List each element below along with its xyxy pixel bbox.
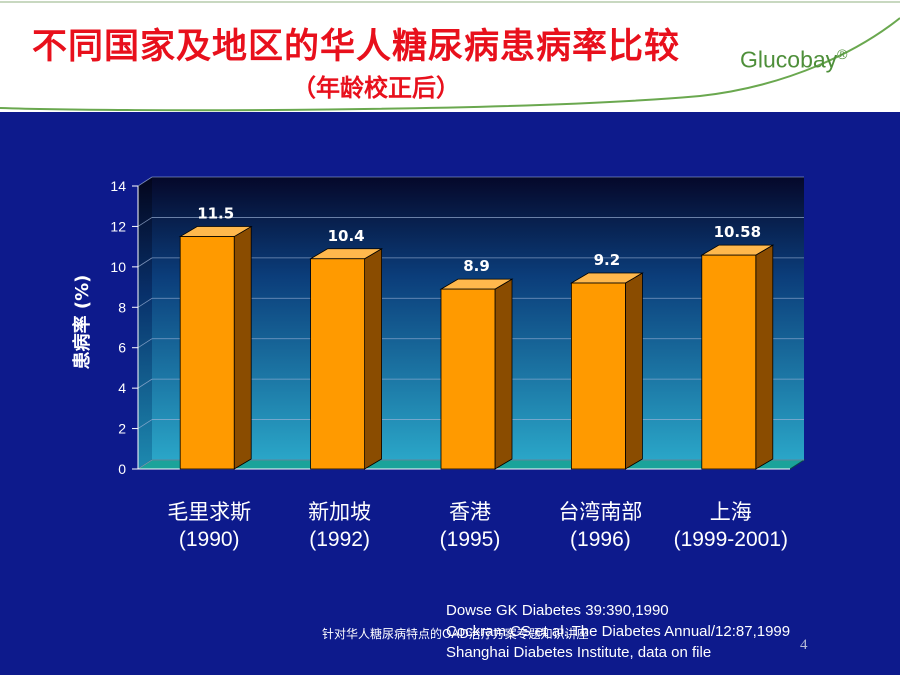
y-tick-label: 10 <box>110 259 126 275</box>
y-tick-label: 14 <box>110 178 126 194</box>
x-axis-categories: 毛里求斯 (1990) 新加坡 (1992) 香港 (1995) 台湾南部 (1996) 上海 (… <box>167 500 788 551</box>
gridline-side <box>137 297 153 308</box>
category-label: 毛里求斯 <box>167 500 251 524</box>
category-year: (1995) <box>440 528 501 551</box>
data-label: 10.58 <box>714 223 761 241</box>
bar-front <box>701 254 757 470</box>
bar-side <box>364 248 383 470</box>
gridline-side <box>137 217 153 227</box>
data-label: 10.4 <box>328 227 365 245</box>
gridline-side <box>137 257 153 268</box>
bar-front <box>310 258 366 470</box>
y-tick-label: 4 <box>118 380 126 396</box>
brand-logo: Glucobay® <box>740 46 848 74</box>
y-tick-label: 2 <box>118 421 126 437</box>
gridline-side <box>137 338 153 349</box>
bar-side <box>625 272 643 470</box>
bar-front <box>571 282 626 470</box>
category-year: (1999-2001) <box>674 528 788 551</box>
bar-side <box>494 278 513 470</box>
bar <box>439 278 514 470</box>
reference-line: Dowse GK Diabetes 39:390,1990 <box>446 602 669 619</box>
gridline-side <box>137 459 153 470</box>
brand-name: Glucobay <box>740 46 838 73</box>
y-tick-label: 12 <box>110 218 126 234</box>
reference-line: Shanghai Diabetes Institute, data on fil… <box>446 644 712 661</box>
bar-front <box>179 236 235 470</box>
bar <box>700 244 775 470</box>
data-labels: 11.5 10.4 8.9 9.2 10.58 <box>197 205 761 276</box>
bar <box>178 225 253 470</box>
category-label: 台湾南部 <box>558 500 642 524</box>
page-number: 4 <box>800 637 808 653</box>
data-label: 9.2 <box>594 251 621 269</box>
bar-side <box>233 225 252 470</box>
category-year: (1996) <box>570 528 631 551</box>
bar-front <box>440 288 496 470</box>
data-label: 8.9 <box>463 257 490 275</box>
slide-subtitle: （年龄校正后） <box>292 74 460 102</box>
gridline-side <box>137 419 153 429</box>
registered-mark: ® <box>837 46 848 62</box>
bar <box>569 272 644 470</box>
y-tick-label: 8 <box>118 299 126 315</box>
bar-side <box>755 244 774 470</box>
category-label: 新加坡 <box>308 500 371 524</box>
category-label: 上海 <box>710 500 752 524</box>
y-axis-label: 患病率 (%) <box>71 275 93 370</box>
y-tick-label: 0 <box>118 461 126 477</box>
category-year: (1992) <box>309 528 370 551</box>
slide-title: 不同国家及地区的华人糖尿病患病率比较 <box>32 27 681 67</box>
side-wall <box>138 177 152 469</box>
reference-line: Cockram CS et al. The Diabetes Annual/12… <box>446 623 791 640</box>
category-year: (1990) <box>179 528 240 551</box>
references: Dowse GK Diabetes 39:390,1990 Cockram CS… <box>446 600 790 663</box>
data-label: 11.5 <box>197 205 234 223</box>
category-label: 香港 <box>449 500 491 524</box>
y-tick-label: 6 <box>118 340 126 356</box>
bar <box>309 248 384 470</box>
prevalence-bar-chart: 0 2 4 6 8 10 12 14 11.5 10.4 8.9 9.2 10.58 毛里求斯 (199… <box>71 176 806 551</box>
header-swoosh-decoration <box>0 1 900 112</box>
gridline-side <box>137 176 153 187</box>
footer-watermark-note: 针对华人糖尿病特点的OAD治疗方案专题知识讲座 <box>322 627 589 641</box>
bar-series <box>178 225 775 470</box>
slide-header: 不同国家及地区的华人糖尿病患病率比较 （年龄校正后） Glucobay® <box>0 0 900 112</box>
gridline-side <box>137 378 153 389</box>
